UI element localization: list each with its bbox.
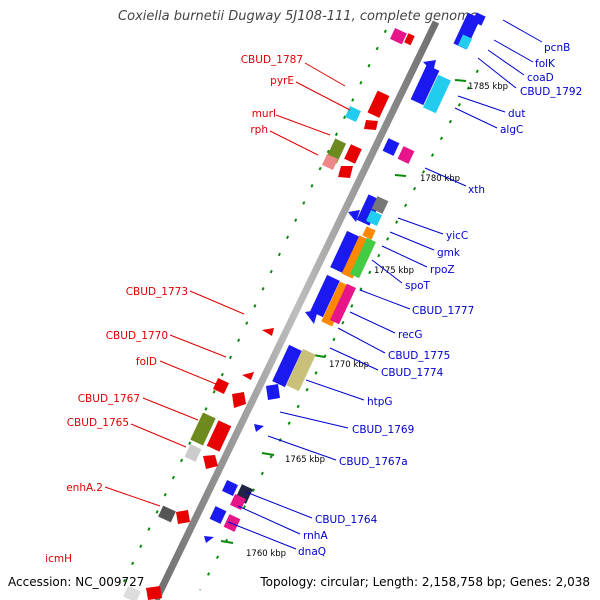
gene-block bbox=[322, 154, 338, 170]
gene-label: dut bbox=[508, 108, 525, 120]
gene-block bbox=[330, 283, 356, 325]
left-leader-lines bbox=[104, 62, 351, 507]
gene-block bbox=[209, 506, 227, 524]
gene-block bbox=[344, 144, 362, 164]
gene-label: icmH bbox=[45, 553, 72, 565]
gene-label: pcnB bbox=[544, 42, 570, 54]
gene-arrow bbox=[146, 586, 162, 600]
gene-label: CBUD_1777 bbox=[412, 305, 474, 317]
gene-label: pyrE bbox=[270, 75, 294, 87]
gene-block bbox=[457, 34, 473, 50]
scale-label: 1765 kbp bbox=[285, 455, 325, 465]
gene-label: CBUD_1774 bbox=[381, 367, 444, 379]
gene-block bbox=[390, 28, 407, 45]
left-gene-labels: CBUD_1787 pyrE murI rph CBUD_1773 CBUD_1… bbox=[45, 54, 303, 565]
gene-block bbox=[382, 138, 400, 156]
gene-arrow bbox=[305, 310, 318, 324]
gene-block bbox=[397, 146, 415, 164]
gene-block bbox=[222, 480, 238, 496]
gene-label: rph bbox=[250, 124, 268, 136]
gene-block bbox=[472, 12, 486, 26]
gene-arrow bbox=[348, 210, 360, 222]
gene-label: spoT bbox=[405, 280, 431, 292]
gene-label: murI bbox=[252, 108, 276, 120]
scale-label: 1780 kbp bbox=[420, 174, 460, 184]
gene-label: gmk bbox=[437, 247, 461, 259]
gene-label: folK bbox=[535, 58, 556, 70]
gene-block bbox=[184, 444, 202, 462]
gene-block bbox=[213, 378, 229, 394]
gene-block bbox=[123, 585, 141, 600]
gene-label: CBUD_1770 bbox=[106, 330, 168, 342]
gene-arrow bbox=[423, 60, 436, 72]
gene-label: xth bbox=[468, 184, 485, 196]
gene-arrow bbox=[364, 120, 378, 130]
gene-block bbox=[272, 344, 302, 388]
gene-label: enhA.2 bbox=[66, 482, 103, 494]
gene-arrow bbox=[254, 424, 264, 432]
gene-block bbox=[350, 237, 376, 279]
gene-label: yicC bbox=[446, 230, 468, 242]
gene-block bbox=[410, 64, 440, 106]
scale-label: 1770 kbp bbox=[329, 360, 369, 370]
gene-arrow bbox=[232, 392, 246, 408]
right-strand-features bbox=[204, 12, 486, 543]
gene-label: CBUD_1765 bbox=[67, 417, 129, 429]
gene-label: rpoZ bbox=[430, 264, 455, 276]
gene-block bbox=[310, 274, 340, 318]
genome-backbone bbox=[152, 20, 440, 600]
gene-arrow bbox=[204, 536, 214, 543]
gene-arrow bbox=[242, 372, 254, 380]
gene-label: dnaQ bbox=[298, 546, 326, 558]
gene-label: CBUD_1764 bbox=[315, 514, 378, 526]
gene-arrow bbox=[266, 384, 280, 400]
gene-block bbox=[362, 226, 376, 240]
gene-block bbox=[206, 420, 232, 452]
scale-labels: 1785 kbp 1780 kbp 1775 kbp 1770 kbp 1765… bbox=[246, 82, 508, 559]
gene-label: folD bbox=[136, 356, 157, 368]
gene-block bbox=[286, 348, 316, 392]
right-gene-labels: pcnB folK coaD CBUD_1792 dut algC xth yi… bbox=[298, 42, 582, 558]
gene-label: CBUD_1773 bbox=[126, 286, 188, 298]
gene-label: CBUD_1787 bbox=[241, 54, 303, 66]
topology-text: Topology: circular; Length: 2,158,758 bp… bbox=[260, 575, 590, 589]
gene-label: CBUD_1769 bbox=[352, 424, 414, 436]
accession-text: Accession: NC_009727 bbox=[8, 575, 145, 589]
gene-label: algC bbox=[500, 124, 523, 136]
gene-block bbox=[404, 33, 415, 46]
gene-block bbox=[367, 90, 390, 118]
gene-label: CBUD_1792 bbox=[520, 86, 582, 98]
gene-block bbox=[423, 74, 451, 114]
gene-label: htpG bbox=[367, 396, 393, 408]
gene-label: CBUD_1767a bbox=[339, 456, 408, 468]
gene-block bbox=[230, 494, 246, 510]
gene-label: CBUD_1767 bbox=[78, 393, 140, 405]
scale-label: 1785 kbp bbox=[468, 82, 508, 92]
map-title: Coxiella burnetii Dugway 5J108-111, comp… bbox=[118, 9, 482, 24]
right-leader-lines bbox=[227, 19, 543, 550]
gene-arrow bbox=[176, 510, 190, 524]
gene-arrow bbox=[262, 328, 274, 336]
gene-label: rnhA bbox=[303, 530, 328, 542]
gene-block bbox=[223, 514, 241, 532]
scale-label: 1760 kbp bbox=[246, 549, 286, 559]
gene-arrow bbox=[203, 455, 218, 469]
gene-arrow bbox=[338, 166, 353, 178]
gene-block bbox=[158, 505, 176, 523]
gene-block bbox=[190, 412, 216, 446]
left-strand-features bbox=[123, 28, 415, 600]
gene-block bbox=[371, 196, 389, 214]
gene-label: recG bbox=[398, 329, 422, 341]
scale-label: 1775 kbp bbox=[374, 266, 414, 276]
gene-label: coaD bbox=[527, 72, 554, 84]
gene-block bbox=[330, 230, 360, 274]
gene-label: CBUD_1775 bbox=[388, 350, 450, 362]
gene-block bbox=[366, 210, 382, 226]
